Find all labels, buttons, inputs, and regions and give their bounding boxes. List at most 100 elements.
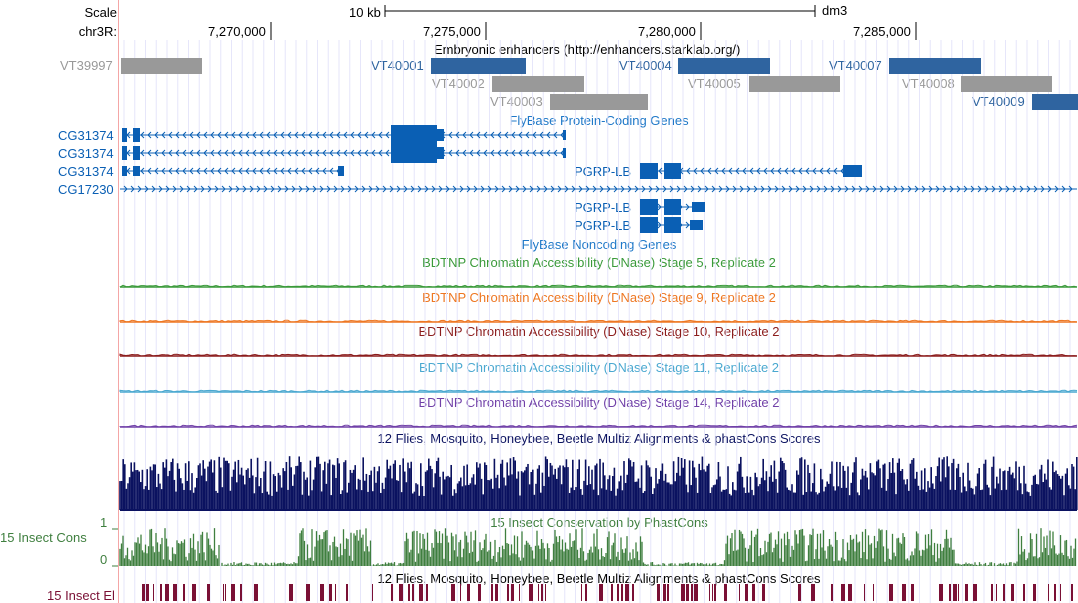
strand-arrow bbox=[781, 185, 786, 193]
strand-arrow bbox=[189, 149, 194, 157]
enhancer-label[interactable]: VT40003 bbox=[490, 94, 543, 109]
strand-arrow bbox=[196, 149, 201, 157]
strand-arrow bbox=[217, 149, 222, 157]
enhancer-label[interactable]: VT40001 bbox=[371, 58, 424, 73]
conserved-element bbox=[254, 584, 258, 601]
enhancer-box bbox=[121, 58, 202, 74]
strand-arrow bbox=[203, 131, 208, 139]
enhancer-label[interactable]: VT40008 bbox=[902, 76, 955, 91]
conserved-element bbox=[223, 584, 224, 601]
exon-block bbox=[692, 202, 705, 212]
strand-arrow bbox=[886, 185, 891, 193]
gene-label[interactable]: PGRP-LB bbox=[574, 200, 632, 215]
strand-arrow bbox=[648, 185, 653, 193]
strand-arrow bbox=[725, 185, 730, 193]
strand-arrow bbox=[298, 185, 303, 193]
conserved-element bbox=[165, 584, 169, 601]
strand-arrow bbox=[203, 149, 208, 157]
strand-arrow bbox=[154, 149, 159, 157]
strand-arrow bbox=[273, 149, 278, 157]
strand-arrow bbox=[280, 149, 285, 157]
strand-arrow bbox=[245, 167, 250, 175]
enhancer-box bbox=[678, 58, 770, 74]
strand-arrow bbox=[791, 167, 796, 175]
strand-arrow bbox=[763, 167, 768, 175]
exon-block bbox=[122, 146, 127, 160]
strand-arrow bbox=[914, 185, 919, 193]
strand-arrow bbox=[326, 185, 331, 193]
chrom-label: chr3R: bbox=[78, 24, 117, 39]
gene-label[interactable]: CG31374 bbox=[58, 164, 114, 179]
strand-arrow bbox=[445, 185, 450, 193]
enhancer-label[interactable]: VT40009 bbox=[972, 94, 1025, 109]
strand-arrow bbox=[504, 149, 509, 157]
strand-arrow bbox=[483, 131, 488, 139]
strand-arrow bbox=[494, 185, 499, 193]
strand-arrow bbox=[459, 185, 464, 193]
strand-arrow bbox=[777, 167, 782, 175]
strand-arrow bbox=[182, 131, 187, 139]
enhancer-label[interactable]: VT39997 bbox=[60, 58, 113, 73]
exon-block bbox=[640, 217, 658, 233]
strand-arrow bbox=[175, 167, 180, 175]
strand-arrow bbox=[179, 185, 184, 193]
conserved-element bbox=[419, 584, 423, 601]
conserved-element bbox=[889, 584, 893, 601]
dnase-track-title: BDTNP Chromatin Accessibility (DNase) St… bbox=[418, 360, 780, 375]
gene-label[interactable]: PGRP-LB bbox=[574, 164, 632, 179]
conserved-element bbox=[207, 584, 210, 601]
strand-arrow bbox=[798, 167, 803, 175]
conserved-element bbox=[346, 584, 348, 601]
conserved-element bbox=[953, 584, 957, 601]
strand-arrow bbox=[154, 167, 159, 175]
phastcons-side-label[interactable]: 15 Insect Cons bbox=[0, 530, 87, 545]
strand-arrow bbox=[784, 167, 789, 175]
strand-arrow bbox=[550, 185, 555, 193]
gene-label[interactable]: CG31374 bbox=[58, 146, 114, 161]
strand-arrow bbox=[210, 167, 215, 175]
dnase-signal bbox=[119, 284, 1078, 288]
conserved-element bbox=[1054, 584, 1056, 601]
strand-arrow bbox=[546, 131, 551, 139]
conserved-element bbox=[1071, 584, 1073, 601]
strand-arrow bbox=[301, 167, 306, 175]
exon-block bbox=[843, 165, 862, 177]
conserved-element bbox=[495, 584, 498, 601]
strand-arrow bbox=[795, 185, 800, 193]
strand-arrow bbox=[336, 131, 341, 139]
strand-arrow bbox=[452, 185, 457, 193]
strand-arrow bbox=[140, 131, 145, 139]
strand-arrow bbox=[553, 149, 558, 157]
gene-label[interactable]: CG31374 bbox=[58, 128, 114, 143]
conserved-element bbox=[511, 584, 514, 601]
strand-arrow bbox=[186, 185, 191, 193]
enhancer-label[interactable]: VT40004 bbox=[619, 58, 672, 73]
exon-block bbox=[133, 146, 140, 160]
enhancer-label[interactable]: VT40002 bbox=[432, 76, 485, 91]
strand-arrow bbox=[371, 149, 376, 157]
conserved-element bbox=[709, 584, 710, 601]
strand-arrow bbox=[354, 185, 359, 193]
strand-arrow bbox=[231, 131, 236, 139]
strand-arrow bbox=[469, 149, 474, 157]
enhancer-label[interactable]: VT40005 bbox=[688, 76, 741, 91]
strand-arrow bbox=[231, 167, 236, 175]
conserved-element bbox=[686, 584, 689, 601]
strand-arrow bbox=[522, 185, 527, 193]
strand-arrow bbox=[546, 149, 551, 157]
strand-arrow bbox=[613, 185, 618, 193]
conserved-element bbox=[231, 584, 235, 601]
gene-label[interactable]: PGRP-LB bbox=[574, 218, 632, 233]
phastcons-ymax: 1 bbox=[100, 515, 108, 530]
strand-arrow bbox=[343, 149, 348, 157]
conserved-element bbox=[965, 584, 968, 601]
conserved-element bbox=[1011, 584, 1014, 601]
multiz-track-title: 12 Flies, Mosquito, Honeybee, Beetle Mul… bbox=[377, 431, 821, 446]
gene-label[interactable]: CG17230 bbox=[58, 182, 114, 197]
conserved-element bbox=[225, 584, 226, 601]
strand-arrow bbox=[735, 167, 740, 175]
strand-arrow bbox=[585, 185, 590, 193]
elements-side-label[interactable]: 15 Insect El bbox=[47, 588, 115, 603]
dnase-track-title: BDTNP Chromatin Accessibility (DNase) St… bbox=[418, 395, 780, 410]
